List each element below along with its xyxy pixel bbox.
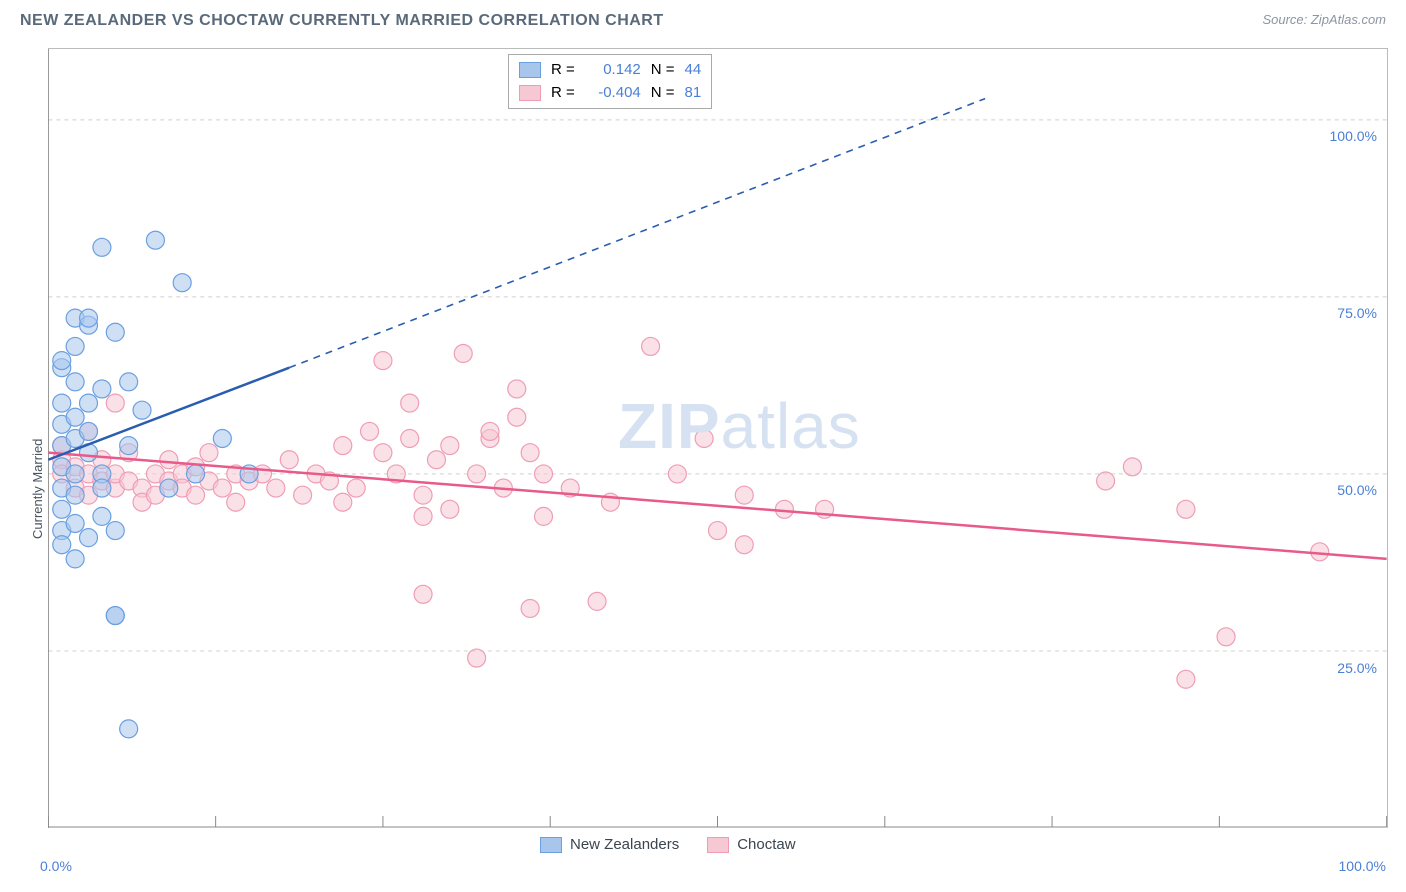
legend-n-label-b: N = <box>651 82 675 105</box>
legend-row-a: R = 0.142 N = 44 <box>519 59 701 82</box>
legend-row-b: R = -0.404 N = 81 <box>519 82 701 105</box>
plot-area: Currently Married ZIPatlas R = 0.142 N =… <box>48 48 1388 828</box>
legend-item-a: New Zealanders <box>540 836 679 853</box>
legend-series: New Zealanders Choctaw <box>540 836 796 853</box>
y-grid-label: 75.0% <box>1337 305 1377 321</box>
legend-r-value-b: -0.404 <box>585 82 641 105</box>
legend-correlation: R = 0.142 N = 44 R = -0.404 N = 81 <box>508 54 712 109</box>
legend-n-label-a: N = <box>651 59 675 82</box>
legend-n-value-a: 44 <box>685 59 702 82</box>
watermark-bold: ZIP <box>618 390 721 462</box>
legend-r-label-b: R = <box>551 82 575 105</box>
legend-r-label-a: R = <box>551 59 575 82</box>
chart-title: NEW ZEALANDER VS CHOCTAW CURRENTLY MARRI… <box>20 12 664 30</box>
x-label-right: 100.0% <box>1339 858 1386 874</box>
source-label: Source: ZipAtlas.com <box>1262 12 1386 27</box>
y-grid-label: 50.0% <box>1337 482 1377 498</box>
legend-swatch-b2 <box>707 837 729 853</box>
watermark: ZIPatlas <box>618 389 861 463</box>
legend-swatch-a <box>519 62 541 78</box>
legend-r-value-a: 0.142 <box>585 59 641 82</box>
legend-label-a: New Zealanders <box>570 836 679 853</box>
y-grid-label: 25.0% <box>1337 660 1377 676</box>
legend-label-b: Choctaw <box>737 836 795 853</box>
legend-swatch-a2 <box>540 837 562 853</box>
legend-swatch-b <box>519 85 541 101</box>
legend-n-value-b: 81 <box>685 82 702 105</box>
legend-item-b: Choctaw <box>707 836 795 853</box>
y-grid-label: 100.0% <box>1330 128 1377 144</box>
y-axis-label: Currently Married <box>30 439 45 539</box>
x-label-left: 0.0% <box>40 858 72 874</box>
watermark-rest: atlas <box>721 390 861 462</box>
